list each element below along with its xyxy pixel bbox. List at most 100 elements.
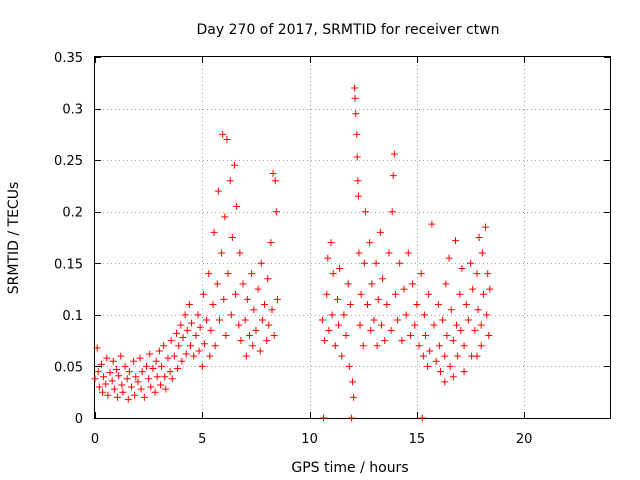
data-point: [467, 259, 475, 267]
data-point: [158, 362, 166, 370]
data-point: [273, 295, 281, 303]
data-point: [426, 347, 434, 355]
data-point: [353, 130, 361, 138]
data-point: [272, 208, 280, 216]
data-point: [432, 357, 440, 365]
data-point: [155, 347, 163, 355]
data-point: [469, 285, 477, 293]
data-point: [483, 311, 491, 319]
data-point: [213, 280, 221, 288]
data-point: [131, 391, 139, 399]
data-point: [94, 368, 102, 376]
x-tick-label: 10: [301, 432, 318, 447]
data-point: [390, 150, 398, 158]
data-point: [194, 311, 202, 319]
data-point: [200, 340, 208, 348]
data-point: [387, 326, 395, 334]
data-point: [261, 301, 269, 309]
data-point: [198, 362, 206, 370]
data-point: [366, 239, 374, 247]
data-point: [267, 239, 275, 247]
data-point: [140, 393, 148, 401]
data-point: [215, 316, 223, 324]
data-point: [360, 259, 368, 267]
data-point: [110, 385, 118, 393]
data-point: [132, 373, 140, 381]
y-tick-label: 0.15: [54, 257, 83, 272]
data-point: [355, 249, 363, 257]
data-point: [446, 362, 454, 370]
data-point: [436, 368, 444, 376]
data-point: [146, 350, 154, 358]
data-point: [389, 172, 397, 180]
data-point: [161, 373, 169, 381]
data-point: [454, 352, 462, 360]
data-point: [104, 391, 112, 399]
data-point: [230, 161, 238, 169]
data-point: [388, 208, 396, 216]
data-point: [186, 342, 194, 350]
data-point: [486, 285, 494, 293]
x-tick-label: 0: [91, 432, 99, 447]
data-points: [91, 84, 494, 422]
x-tick-label: 5: [198, 432, 206, 447]
data-point: [149, 364, 157, 372]
data-point: [418, 414, 426, 422]
data-point: [256, 347, 264, 355]
data-point: [192, 331, 200, 339]
data-point: [336, 264, 344, 272]
data-point: [460, 342, 468, 350]
data-point: [364, 301, 372, 309]
data-point: [97, 360, 105, 368]
data-point: [447, 306, 455, 314]
data-point: [233, 203, 241, 211]
y-axis-label: SRMTID / TECUs: [6, 182, 22, 295]
data-point: [269, 170, 277, 178]
data-point: [205, 270, 213, 278]
data-point: [409, 280, 417, 288]
data-point: [344, 280, 352, 288]
data-point: [185, 301, 193, 309]
chart-title: Day 270 of 2017, SRMTID for receiver ctw…: [197, 22, 500, 38]
data-point: [239, 280, 247, 288]
data-point: [179, 334, 187, 342]
data-point: [160, 342, 168, 350]
data-point: [457, 326, 465, 334]
data-point: [188, 319, 196, 327]
data-point: [236, 249, 244, 257]
data-point: [377, 321, 385, 329]
data-point: [400, 285, 408, 293]
data-point: [108, 377, 116, 385]
data-point: [228, 234, 236, 241]
data-point: [177, 321, 185, 329]
data-point: [173, 329, 181, 337]
data-point: [350, 393, 358, 401]
data-point: [241, 316, 249, 324]
y-tick-label: 0.1: [62, 309, 83, 324]
data-point: [340, 311, 348, 319]
data-point: [164, 354, 172, 362]
data-point: [357, 290, 365, 298]
data-point: [203, 316, 211, 324]
data-point: [207, 326, 215, 334]
data-point: [136, 354, 144, 362]
data-point: [119, 388, 127, 396]
data-point: [441, 378, 449, 386]
data-point: [195, 347, 203, 355]
x-axis-ticks: 0 5 10 15 20: [91, 57, 532, 447]
data-point: [347, 414, 355, 422]
data-point: [182, 350, 190, 358]
data-point: [143, 362, 150, 370]
data-point: [235, 321, 243, 329]
data-point: [162, 385, 170, 393]
data-point: [106, 369, 114, 377]
data-point: [442, 280, 450, 288]
data-point: [206, 352, 214, 360]
data-point: [138, 368, 146, 376]
data-point: [103, 354, 111, 362]
data-point: [374, 295, 382, 303]
data-point: [175, 342, 183, 350]
y-tick-label: 0.05: [54, 360, 83, 375]
data-point: [95, 383, 103, 391]
